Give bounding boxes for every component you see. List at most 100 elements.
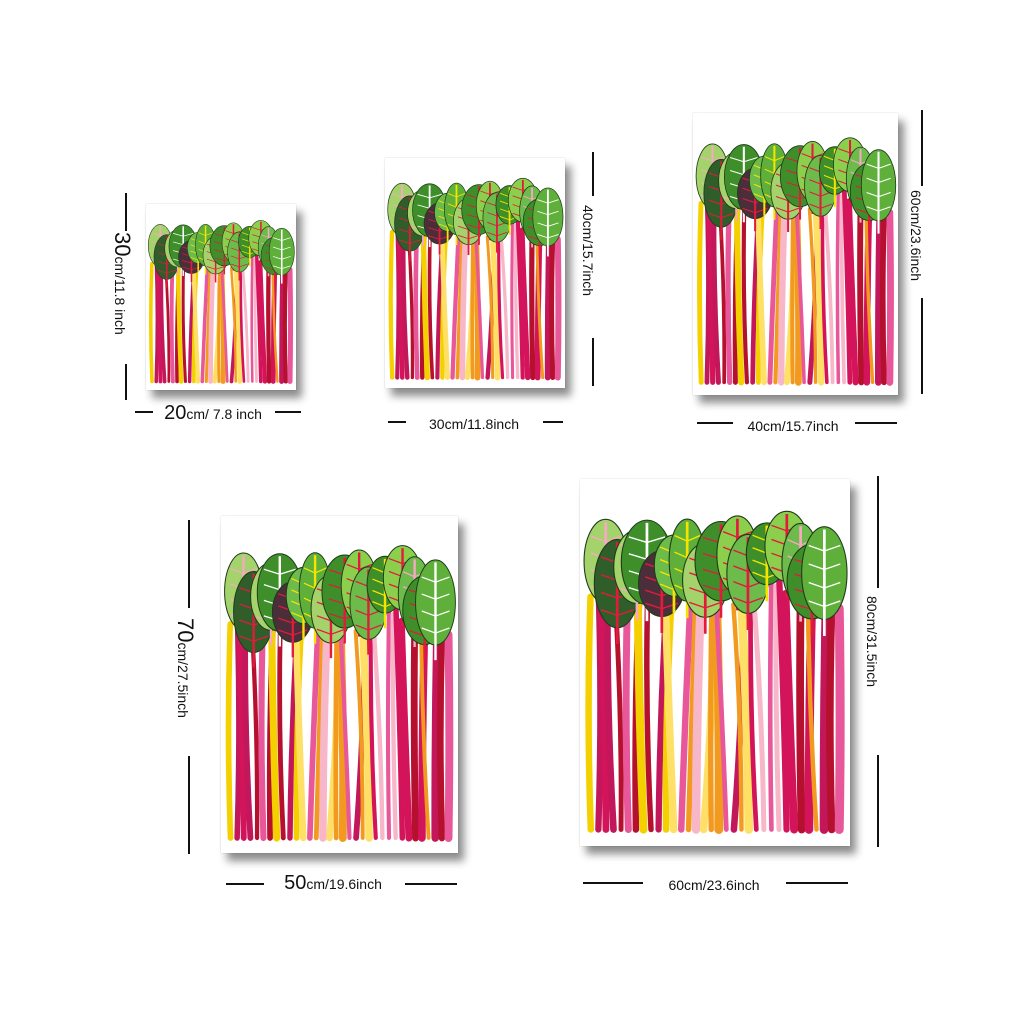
chard-stem [353, 629, 365, 840]
height-dimension-line [592, 338, 594, 386]
chard-stem [155, 265, 163, 384]
chard-leaf [532, 187, 564, 257]
chard-stem [713, 587, 729, 832]
chard-stem [393, 604, 406, 841]
chard-stem [225, 621, 234, 841]
chard-stem [751, 593, 767, 833]
width-dimension-line [388, 421, 406, 423]
width-label-20x30: 20cm/ 7.8 inch [164, 402, 262, 424]
chard-stem [159, 263, 167, 384]
chard-stem [410, 626, 420, 842]
chard-stem [250, 253, 254, 383]
poster-60x80 [580, 479, 850, 846]
chard-stem [337, 615, 352, 841]
chard-stem [307, 614, 322, 841]
chard-stem [489, 232, 501, 381]
chard-stem [822, 200, 835, 385]
chard-stem [485, 235, 495, 380]
chard-stem [239, 267, 246, 383]
height-dimension-line [592, 152, 594, 196]
chard-stem [554, 236, 562, 381]
width-label-60x80: 60cm/23.6inch [668, 877, 760, 893]
chard-stem [388, 229, 395, 380]
chard-stem [697, 200, 704, 385]
chard-stem [826, 588, 836, 834]
chard-stem [633, 592, 648, 834]
chard-stem [544, 226, 553, 381]
chard-stem [529, 233, 536, 381]
chard-leaf [860, 149, 897, 234]
chard-stem [459, 220, 469, 381]
chard-stem [510, 219, 515, 380]
height-label-20x30: 30cm/11.8 inch [110, 232, 135, 335]
chard-stem [497, 236, 505, 380]
chard-stem [258, 633, 267, 842]
chard-stem [549, 226, 556, 381]
rainbow-chard-painting [387, 177, 564, 381]
chard-leaf [415, 559, 456, 661]
height-label-60x80: 80cm/31.5inch [864, 596, 880, 688]
width-dimension-line [786, 882, 848, 884]
chard-stem [733, 200, 745, 386]
chard-stem [181, 258, 187, 384]
rainbow-chard-painting [224, 545, 456, 843]
height-dimension-line [188, 520, 190, 608]
chard-stem [148, 262, 154, 384]
chard-stem [455, 227, 465, 380]
rainbow-chard-painting [147, 220, 295, 384]
chard-stem [313, 618, 326, 841]
poster-30x40 [385, 158, 565, 388]
chard-stem [513, 223, 520, 380]
chard-stem [420, 229, 430, 381]
width-dimension-line [135, 411, 153, 413]
width-dimension-line [275, 411, 301, 413]
width-dimension-line [543, 421, 563, 423]
chard-stem [731, 602, 744, 832]
chard-stem [401, 232, 410, 380]
chard-stem [242, 624, 254, 841]
poster-40x60 [693, 113, 898, 395]
chard-stem [773, 198, 784, 385]
chard-stem [397, 617, 413, 842]
chard-stem [678, 585, 695, 833]
height-dimension-line [125, 364, 127, 400]
chard-stem [839, 193, 846, 385]
chard-stem [396, 234, 405, 380]
chard-stem [748, 603, 759, 832]
chard-stem [200, 258, 210, 384]
chard-stem [473, 226, 485, 380]
chard-stem [499, 229, 510, 380]
chard-stem [604, 597, 617, 833]
chard-stem [390, 611, 398, 841]
chard-stem [879, 197, 888, 386]
chard-stem [319, 607, 332, 842]
chard-stem [253, 256, 258, 383]
width-dimension-line [583, 882, 643, 884]
chard-stem [644, 587, 654, 833]
chard-stem [835, 188, 841, 385]
chard-stem [385, 606, 392, 840]
chard-stem [219, 259, 229, 383]
height-dimension-line [877, 476, 879, 588]
chard-stem [208, 254, 216, 384]
chard-leaf [268, 227, 295, 284]
width-dimension-line [855, 422, 897, 424]
chard-stem [767, 577, 774, 832]
chard-stem [287, 267, 294, 384]
chard-stem [691, 578, 706, 834]
height-dimension-line [921, 298, 923, 394]
chard-stem [371, 621, 385, 841]
chard-stem [368, 630, 378, 841]
height-dimension-line [877, 755, 879, 847]
chard-stem [597, 600, 610, 833]
chard-stem [236, 627, 247, 841]
chard-stem [282, 259, 289, 384]
height-label-40x60: 60cm/23.6inch [908, 190, 924, 282]
chard-stem [257, 260, 268, 384]
width-label-40x60: 40cm/15.7inch [747, 418, 839, 434]
chard-stem [519, 227, 531, 381]
chard-stem [233, 264, 243, 384]
chard-stem [358, 624, 373, 842]
chard-stem [807, 207, 818, 385]
chard-stem [794, 196, 806, 385]
